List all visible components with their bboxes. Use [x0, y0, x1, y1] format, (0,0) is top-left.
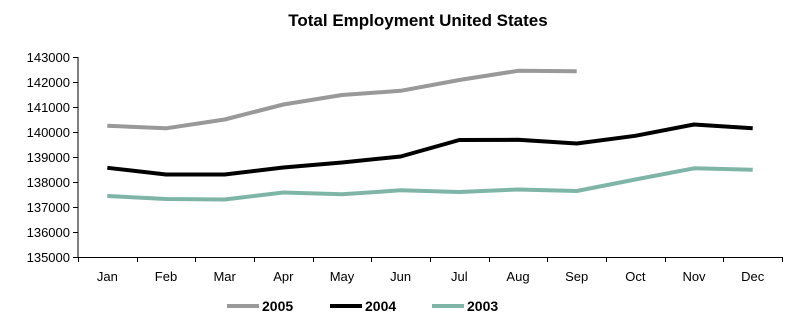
legend-label-2004: 2004 — [365, 298, 396, 314]
x-axis: Jan Feb Mar Apr May Jun Jul Aug Sep Oct Nov Dec — [78, 257, 783, 284]
y-tick-label: 138000 — [27, 175, 70, 190]
series-line-2005 — [107, 68, 577, 131]
legend-label-2005: 2005 — [262, 298, 293, 314]
x-tick-label: Oct — [625, 269, 646, 284]
series-layer — [107, 68, 753, 202]
x-tick-label: Jan — [97, 269, 118, 284]
y-tick-label: 140000 — [27, 125, 70, 140]
x-tick-label: Mar — [213, 269, 236, 284]
y-tick-label: 139000 — [27, 150, 70, 165]
chart-title: Total Employment United States — [288, 11, 547, 30]
y-tick-label: 136000 — [27, 225, 70, 240]
legend-label-2003: 2003 — [467, 298, 498, 314]
y-tick-label: 141000 — [27, 100, 70, 115]
x-tick-label: Dec — [741, 269, 765, 284]
x-tick-label: Jun — [390, 269, 411, 284]
series-line-2003 — [107, 166, 753, 202]
x-tick-label: Aug — [506, 269, 529, 284]
y-tick-label: 142000 — [27, 75, 70, 90]
x-tick-label: May — [330, 269, 355, 284]
y-tick-label: 135000 — [27, 250, 70, 265]
x-tick-label: Nov — [682, 269, 706, 284]
y-tick-label: 137000 — [27, 200, 70, 215]
legend: 2005 2004 2003 — [227, 298, 498, 314]
y-axis: 135000 136000 137000 138000 139000 140000 1410… — [27, 50, 79, 265]
y-tick-label: 143000 — [27, 50, 70, 65]
series-line-2004 — [107, 122, 753, 177]
x-tick-label: Feb — [155, 269, 177, 284]
x-tick-label: Apr — [273, 269, 294, 284]
x-tick-label: Sep — [565, 269, 588, 284]
x-tick-label: Jul — [451, 269, 468, 284]
